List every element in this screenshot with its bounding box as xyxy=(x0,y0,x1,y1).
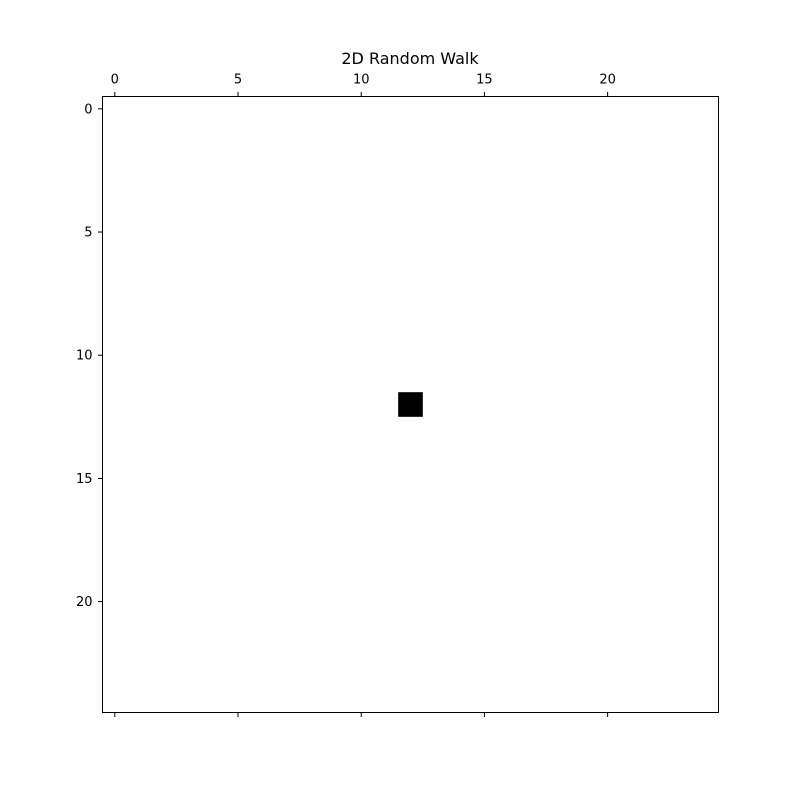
x-tick-label: 15 xyxy=(476,73,493,88)
chart-title: 2D Random Walk xyxy=(341,49,479,68)
x-axis-top: 0 5 10 15 20 xyxy=(111,73,616,97)
y-tick-label: 15 xyxy=(76,472,93,487)
x-tick-label: 20 xyxy=(599,73,616,88)
x-tick-label: 5 xyxy=(234,73,242,88)
y-tick-label: 0 xyxy=(84,102,92,117)
plot-area xyxy=(102,96,719,713)
x-tick-label: 0 xyxy=(111,73,119,88)
y-tick-label: 5 xyxy=(84,226,92,241)
x-tick-label: 10 xyxy=(353,73,370,88)
y-axis: 0 5 10 15 20 xyxy=(76,102,103,610)
heatmap-cell xyxy=(398,392,423,417)
plot-frame xyxy=(102,96,719,713)
heatmap-cells xyxy=(398,392,423,417)
x-axis-bottom xyxy=(114,712,609,717)
y-tick-label: 10 xyxy=(76,349,93,364)
y-tick-label: 20 xyxy=(76,595,93,610)
